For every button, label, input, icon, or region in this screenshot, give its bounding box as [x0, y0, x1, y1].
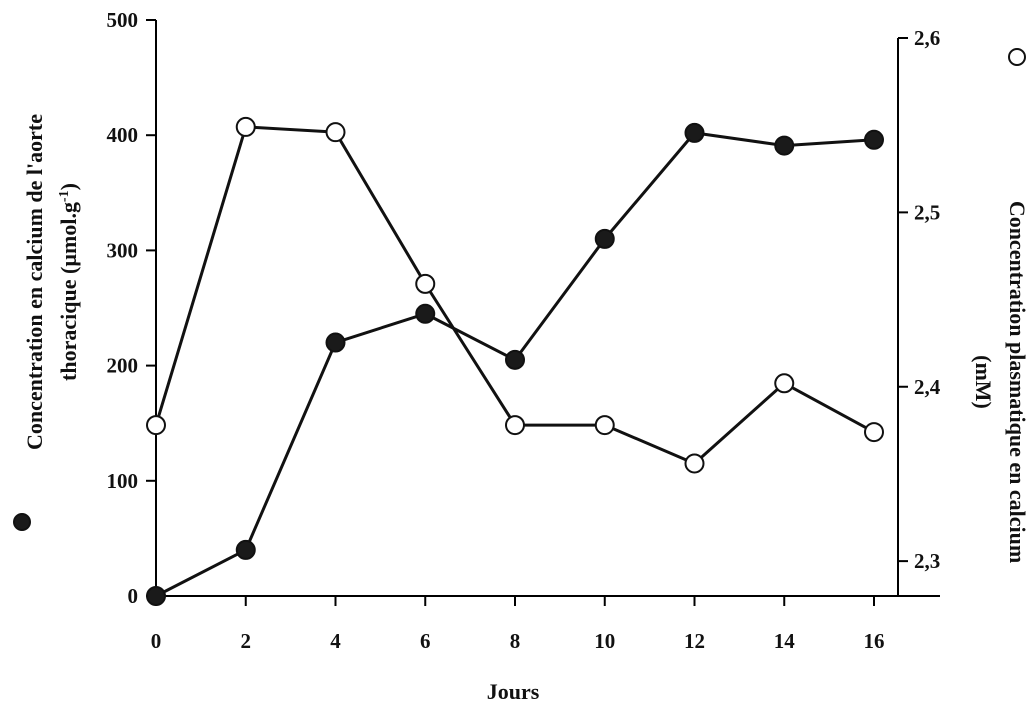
x-tick-label: 8	[510, 629, 521, 653]
right-y-tick-label: 2,4	[914, 375, 941, 399]
x-tick-label: 16	[864, 629, 885, 653]
x-tick-label: 0	[151, 629, 162, 653]
left-y-tick-label: 0	[128, 584, 139, 608]
left-y-tick-label: 200	[107, 354, 139, 378]
left-axis-title-superscript: -1	[57, 190, 72, 202]
x-axis-title: Jours	[487, 679, 540, 704]
filled-data-point	[684, 122, 705, 143]
x-tick-label: 12	[684, 629, 705, 653]
open-data-point	[684, 453, 705, 474]
open-data-point	[594, 415, 615, 436]
right-y-tick-label: 2,5	[914, 200, 940, 224]
left-y-tick-label: 400	[107, 123, 139, 147]
x-tick-label: 4	[330, 629, 341, 653]
filled-data-point	[235, 539, 256, 560]
open-data-point	[864, 422, 884, 443]
open-data-point	[235, 116, 256, 137]
ticks: 0 100 200 300 400 500 2,3 2,4 2,5 2,6 0 2 4 6 8 10 12 14 1…	[107, 8, 941, 653]
axes	[155, 20, 940, 597]
open-data-point	[325, 122, 346, 143]
left-axis-title-line2-end: )	[56, 183, 81, 190]
left-axis-title: Concentration en calcium de l'aorte thor…	[22, 114, 81, 450]
series-layer	[146, 116, 884, 606]
x-tick-label: 14	[774, 629, 796, 653]
filled-data-point	[774, 135, 795, 156]
left-y-tick-label: 500	[107, 8, 139, 32]
legend-filled-circle-marker	[13, 513, 31, 531]
open-data-point	[146, 415, 166, 436]
right-axis-title-line1: Concentration plasmatique en calcium	[1005, 201, 1030, 563]
open-data-point	[505, 415, 525, 436]
x-tick-label: 2	[241, 629, 252, 653]
left-y-tick-label: 300	[107, 238, 139, 262]
open-series-line	[154, 125, 875, 465]
open-data-point	[774, 373, 795, 394]
filled-data-point	[864, 129, 884, 150]
right-axis-title-line2: (mM)	[971, 355, 996, 409]
x-tick-label: 10	[594, 629, 615, 653]
open-data-point	[415, 273, 436, 294]
left-y-tick-label: 100	[107, 469, 139, 493]
filled-series	[146, 122, 884, 606]
right-y-tick-label: 2,6	[914, 26, 940, 50]
left-axis-title-line2: thoracique (µmol.g-1)	[56, 183, 81, 381]
filled-data-point	[594, 228, 615, 249]
filled-data-point	[325, 332, 346, 353]
left-axis-title-line2-main: thoracique (µmol.g	[56, 202, 81, 381]
open-series	[146, 116, 884, 474]
left-axis-title-line1: Concentration en calcium de l'aorte	[22, 114, 47, 450]
filled-data-point	[415, 303, 436, 324]
filled-data-point	[505, 349, 525, 370]
right-axis-title: Concentration plasmatique en calcium (mM…	[971, 201, 1030, 563]
legend-open-circle-marker	[1008, 48, 1026, 66]
x-tick-label: 6	[420, 629, 431, 653]
right-y-tick-label: 2,3	[914, 549, 940, 573]
filled-data-point	[146, 586, 166, 606]
